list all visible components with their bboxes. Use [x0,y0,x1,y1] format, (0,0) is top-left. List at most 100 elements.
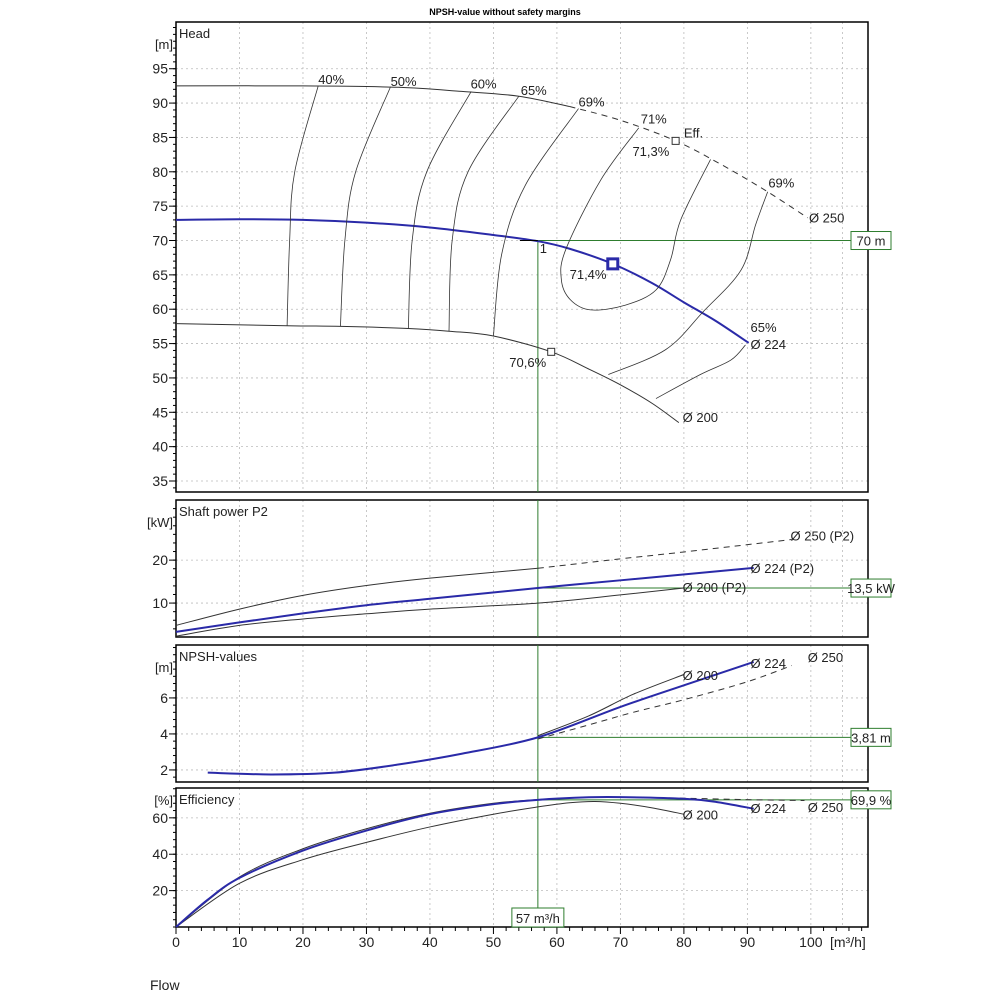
y-tick-label: 60 [152,810,168,826]
annotation-label: Ø 200 [683,808,718,823]
annotation-label: 71% [641,112,667,127]
chart-title: NPSH-value without safety margins [429,7,581,17]
reference-value-label: 70 m [857,234,886,249]
panel-frame [175,644,869,783]
series-50% [340,86,391,327]
series--250 [175,797,570,928]
annotation-label: Ø 224 [751,801,786,816]
panel-efficiency: 20 40 60 Efficiency [%] Ø 200 Ø 224 Ø 250 69,9 % [152,787,892,928]
panel-frame [175,21,869,493]
series--200-p2- [175,587,684,637]
x-tick-label: 0 [172,934,180,950]
series-69%-right [608,191,769,375]
eff-marker [671,136,680,145]
annotation-label: Ø 250 [808,800,843,815]
x-axis-title: Flow [150,977,180,993]
annotation-label: 70,6% [509,355,546,370]
annotation-label: Ø 200 [683,410,718,425]
annotation-label: Ø 250 (P2) [791,528,855,543]
x-tick-label: 20 [295,934,311,950]
y-tick-label: 75 [152,198,168,214]
series--200 [175,800,684,928]
y-tick-label: 40 [152,846,168,862]
panel-frame [175,499,869,638]
panel-npsh: 2 4 6 NPSH-values [m] Ø 200 Ø 224 Ø 250 3,81 m [155,644,892,783]
series--200 [175,323,680,424]
y-tick-label: 80 [152,164,168,180]
series-71% [560,127,711,311]
panel-title: Efficiency [179,792,235,807]
annotation-label: 65% [751,320,777,335]
annotation-label: Ø 224 [751,656,786,671]
series--224 [207,660,755,776]
annotation-label: 71,3% [632,144,669,159]
x-axis-unit: [m³/h] [830,934,866,950]
operating-point-marker [606,257,620,271]
panel-title: Shaft power P2 [179,504,268,519]
annotation-label: 60% [471,77,497,92]
annotation-label: Ø 250 [808,650,843,665]
x-tick-label: 40 [422,934,438,950]
y-tick-label: 95 [152,61,168,77]
series--250-p2- [537,539,792,569]
annotation-label: Ø 200 [683,668,718,683]
duty-flow-label: 57 m³/h [516,911,560,926]
annotation-label: Ø 200 (P2) [683,580,747,595]
panel-title: NPSH-values [179,649,258,664]
series-40% [286,85,319,326]
y-tick-label: 55 [152,336,168,352]
annotation-label: 65% [521,83,547,98]
y-tick-label: 4 [160,726,168,742]
x-tick-label: 80 [676,934,692,950]
y-tick-label: 45 [152,404,168,420]
annotation-label: 1 [540,241,547,256]
reference-box-frame [850,727,892,747]
reference-value-label: 3,81 m [851,730,891,745]
reference-value-box: 13,5 kW [847,578,896,598]
series--250-p2- [175,567,538,626]
reference-value-label: 69,9 % [851,793,892,808]
reference-value-box: 3,81 m [850,727,892,747]
annotation-label: Ø 224 [751,337,786,352]
x-tick-label: 100 [799,934,823,950]
reference-value-label: 13,5 kW [847,581,895,596]
annotation-label: Ø 250 [809,211,844,226]
series-65%-right [655,344,746,399]
y-tick-label: 65 [152,267,168,283]
panel-title: Head [179,26,210,41]
y-tick-label: 6 [160,690,168,706]
panel-head: 35 40 45 50 55 60 65 70 75 80 85 90 95 Head [m] 40% 50% 6… [152,21,892,493]
y-tick-label: 20 [152,552,168,568]
series-65% [448,95,520,332]
y-unit-label: [m] [155,660,173,675]
y-tick-label: 90 [152,95,168,111]
duty-flow-box: 57 m³/h [511,907,565,928]
x-tick-label: 90 [740,934,756,950]
annotation-label: 40% [318,72,344,87]
y-tick-label: 20 [152,883,168,899]
x-tick-label: 50 [486,934,502,950]
y-tick-label: 10 [152,595,168,611]
y-unit-label: [kW] [147,515,173,530]
x-tick-label: 10 [232,934,248,950]
annotation-label: 69% [579,95,605,110]
y-tick-label: 85 [152,129,168,145]
y-unit-label: [m] [155,37,173,52]
series--200 [537,674,685,737]
reference-value-box: 69,9 % [850,790,892,810]
y-tick-label: 50 [152,370,168,386]
reference-value-box: 70 m [850,231,892,251]
y-tick-label: 70 [152,233,168,249]
duty-flow-box-frame [511,907,565,928]
y-unit-label: [%] [154,793,173,808]
y-tick-label: 40 [152,439,168,455]
y-tick-label: 2 [160,762,168,778]
series-60% [407,91,472,329]
annotation-label: Eff. [684,125,703,140]
reference-box-frame [850,578,892,598]
series-69% [493,108,579,337]
annotation-label: Ø 224 (P2) [751,561,815,576]
annotation-label: 69% [768,176,794,191]
reference-box-frame [850,231,892,251]
